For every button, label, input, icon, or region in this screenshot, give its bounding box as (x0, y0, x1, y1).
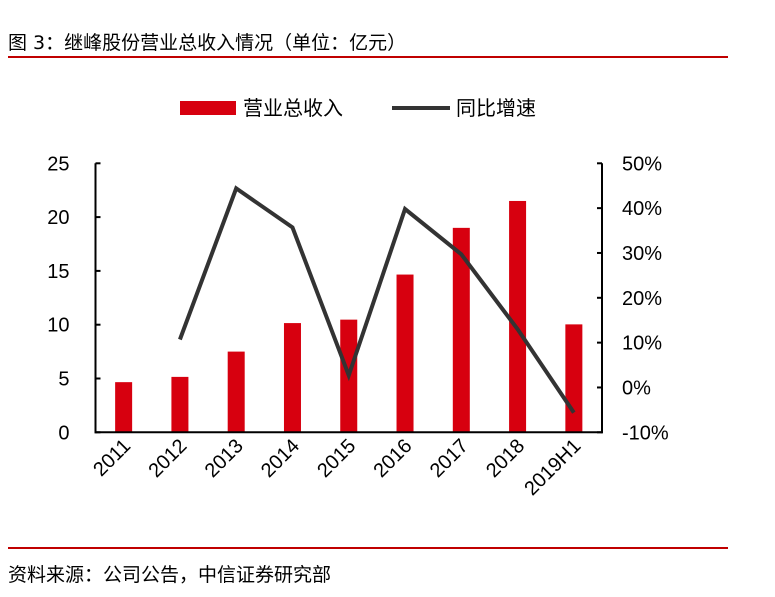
x-tick-label: 2014 (257, 435, 304, 482)
left-tick-label: 15 (47, 261, 69, 283)
legend-bar-swatch (180, 101, 236, 115)
x-tick-label: 2013 (201, 435, 248, 482)
left-tick-label: 20 (47, 207, 69, 229)
left-tick-label: 25 (47, 153, 69, 175)
legend-label-revenue: 营业总收入 (243, 97, 343, 120)
legend-label-growth: 同比增速 (456, 97, 536, 120)
left-tick-label: 0 (58, 422, 69, 444)
figure-title: 图 3：继峰股份营业总收入情况（单位：亿元） (8, 32, 407, 54)
x-tick-label: 2012 (144, 435, 191, 482)
bar-2016 (396, 274, 414, 433)
title-rule (8, 56, 728, 58)
bar-2014 (283, 323, 301, 433)
right-tick-label: 40% (622, 198, 662, 220)
right-tick-label: 0% (622, 377, 651, 399)
left-tick-label: 5 (58, 369, 69, 391)
bar-2011 (115, 382, 133, 433)
bar-2018 (509, 200, 527, 433)
bar-2017 (452, 227, 470, 433)
right-tick-label: 30% (622, 243, 662, 265)
growth-line (178, 185, 576, 414)
footer-rule (8, 547, 728, 549)
x-tick-label: 2016 (370, 435, 417, 482)
bar-2012 (171, 376, 189, 433)
right-tick-label: 20% (622, 288, 662, 310)
left-tick-label: 10 (47, 315, 69, 337)
x-tick-label: 2017 (426, 435, 473, 482)
right-tick-label: 10% (622, 333, 662, 355)
bar-2019H1 (565, 324, 583, 433)
source-note: 资料来源：公司公告，中信证券研究部 (8, 564, 332, 586)
right-tick-label: 50% (622, 153, 662, 175)
x-tick-label: 2019H1 (520, 435, 585, 500)
right-tick-label: -10% (622, 422, 669, 444)
x-tick-label: 2015 (313, 435, 360, 482)
x-tick-label: 2011 (89, 435, 135, 481)
x-tick-label: 2018 (482, 435, 529, 482)
bar-2013 (227, 351, 245, 433)
